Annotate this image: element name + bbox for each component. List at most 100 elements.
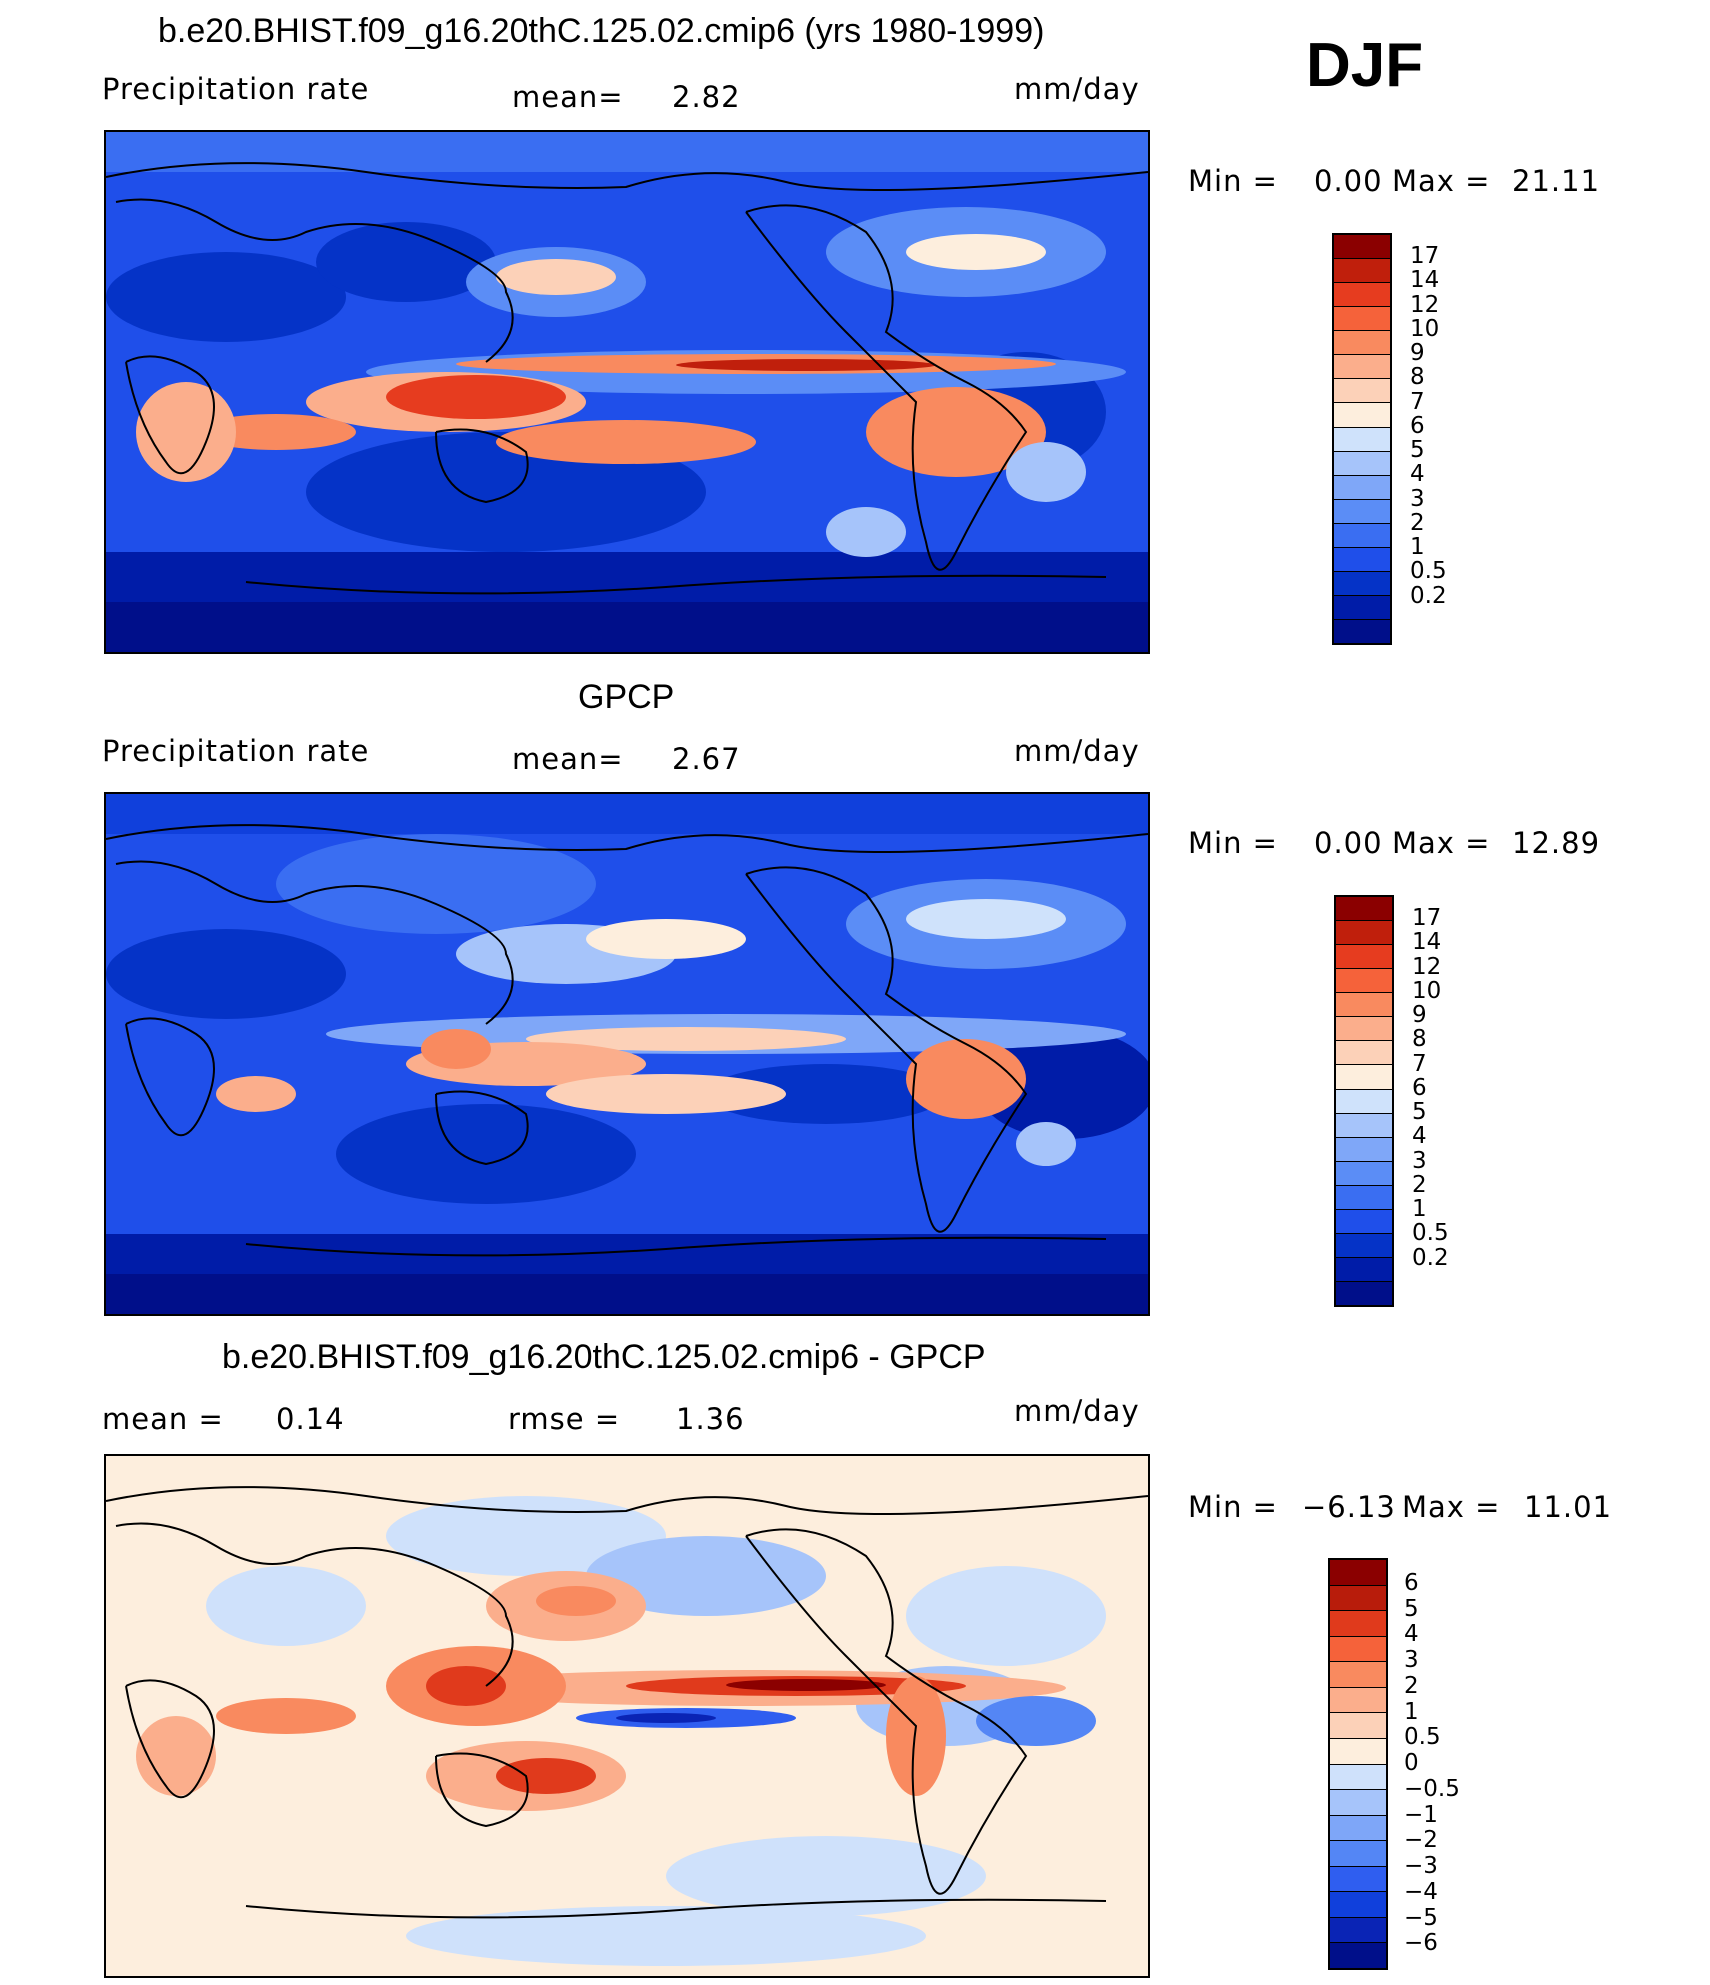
panel-1-variable-label: Precipitation rate xyxy=(102,72,370,106)
colorbar-tick-label: 9 xyxy=(1412,1002,1427,1029)
panel-2-title: GPCP xyxy=(578,678,675,716)
panel-3-title: b.e20.BHIST.f09_g16.20thC.125.02.cmip6 -… xyxy=(222,1338,986,1376)
colorbar-tick-label: 2 xyxy=(1412,1171,1427,1198)
colorbar-swatch xyxy=(1330,1713,1386,1739)
colorbar-swatch xyxy=(1334,331,1390,356)
colorbar-swatch xyxy=(1334,307,1390,332)
colorbar-swatch xyxy=(1330,1917,1386,1944)
panel-3-mean-value: 0.14 xyxy=(276,1402,345,1436)
colorbar-swatch xyxy=(1336,1257,1392,1282)
colorbar-tick-label: 8 xyxy=(1412,1026,1427,1053)
colorbar-tick-label: 1 xyxy=(1410,534,1425,561)
colorbar-tick-label: −5 xyxy=(1404,1904,1438,1931)
colorbar-swatch xyxy=(1336,1209,1392,1234)
colorbar-tick-label: 5 xyxy=(1404,1595,1419,1622)
colorbar-swatch xyxy=(1334,427,1390,452)
colorbar-swatch xyxy=(1334,475,1390,500)
colorbar-tick-label: 2 xyxy=(1404,1672,1419,1699)
colorbar-tick-label: 3 xyxy=(1412,1147,1427,1174)
colorbar-tick-label: 5 xyxy=(1412,1099,1427,1126)
panel-2-min-value: 0.00 xyxy=(1314,826,1383,860)
colorbar-tick-label: −0.5 xyxy=(1404,1775,1460,1802)
colorbar-swatch xyxy=(1330,1560,1386,1586)
colorbar-swatch xyxy=(1336,1161,1392,1186)
panel-1-units: mm/day xyxy=(1014,72,1140,106)
panel-2-mean-value: 2.67 xyxy=(672,742,741,776)
colorbar-tick-label: 7 xyxy=(1410,388,1425,415)
panel-2-max-label: Max = xyxy=(1392,826,1491,860)
colorbar-tick-label: 6 xyxy=(1404,1569,1419,1596)
colorbar-tick-label: 0.2 xyxy=(1410,582,1447,609)
panel-1-min-label: Min = xyxy=(1188,164,1278,198)
colorbar-swatch xyxy=(1334,451,1390,476)
panel-3-colorbar xyxy=(1328,1558,1388,1970)
colorbar-swatch xyxy=(1336,1113,1392,1138)
colorbar-tick-label: 17 xyxy=(1410,243,1440,270)
panel-2-colorbar-ticks: 17 14 12 10 9 8 7 6 5 4 3 2 1 0.5 0.2 xyxy=(1412,895,1502,1307)
panel-2-variable-label: Precipitation rate xyxy=(102,734,370,768)
colorbar-swatch xyxy=(1336,1017,1392,1042)
colorbar-tick-label: −6 xyxy=(1404,1930,1438,1957)
panel-2-units: mm/day xyxy=(1014,734,1140,768)
panel-3-map xyxy=(104,1454,1150,1978)
colorbar-tick-label: 5 xyxy=(1410,437,1425,464)
panel-3-units: mm/day xyxy=(1014,1394,1140,1428)
colorbar-swatch xyxy=(1334,523,1390,548)
colorbar-swatch xyxy=(1334,283,1390,308)
colorbar-tick-label: −3 xyxy=(1404,1853,1438,1879)
colorbar-tick-label: 6 xyxy=(1410,412,1425,439)
panel-2-map xyxy=(104,792,1150,1316)
colorbar-swatch xyxy=(1336,1065,1392,1090)
colorbar-swatch xyxy=(1336,945,1392,970)
panel-1-colorbar-ticks: 17 14 12 10 9 8 7 6 5 4 3 2 1 0.5 0.2 xyxy=(1410,233,1500,645)
colorbar-tick-label: 0.2 xyxy=(1412,1244,1449,1271)
colorbar-tick-label: 8 xyxy=(1410,364,1425,391)
colorbar-tick-label: 1 xyxy=(1404,1698,1419,1725)
colorbar-tick-label: 17 xyxy=(1412,905,1442,932)
colorbar-swatch xyxy=(1336,921,1392,946)
colorbar-tick-label: 12 xyxy=(1410,291,1440,318)
colorbar-swatch xyxy=(1334,499,1390,524)
colorbar-tick-label: 2 xyxy=(1410,509,1425,536)
colorbar-tick-label: −2 xyxy=(1404,1827,1438,1854)
colorbar-swatch xyxy=(1336,969,1392,994)
colorbar-tick-label: 12 xyxy=(1412,953,1442,980)
panel-2-max-value: 12.89 xyxy=(1512,826,1601,860)
colorbar-swatch xyxy=(1336,1137,1392,1162)
colorbar-swatch xyxy=(1334,355,1390,380)
panel-3-rmse-label: rmse = xyxy=(508,1402,621,1436)
panel-3-colorbar-ticks: 6 5 4 3 2 1 0.5 0 −0.5 −1 −2 −3 −4 −5 −6 xyxy=(1404,1558,1494,1970)
panel-1-min-value: 0.00 xyxy=(1314,164,1383,198)
colorbar-tick-label: 0 xyxy=(1404,1750,1419,1776)
panel-1-mean-value: 2.82 xyxy=(672,80,741,114)
season-label: DJF xyxy=(1306,31,1424,100)
colorbar-swatch xyxy=(1336,897,1392,922)
colorbar-tick-label: 0.5 xyxy=(1410,558,1447,585)
colorbar-swatch xyxy=(1336,1185,1392,1210)
colorbar-swatch xyxy=(1330,1790,1386,1816)
colorbar-swatch xyxy=(1330,1687,1386,1714)
colorbar-tick-label: 0.5 xyxy=(1404,1724,1441,1751)
colorbar-swatch xyxy=(1334,595,1390,620)
colorbar-swatch xyxy=(1336,1089,1392,1114)
colorbar-swatch xyxy=(1330,1662,1386,1688)
panel-2-colorbar xyxy=(1334,895,1394,1307)
panel-2-mean-label: mean= xyxy=(512,742,624,776)
colorbar-swatch xyxy=(1334,620,1390,644)
colorbar-tick-label: 6 xyxy=(1412,1074,1427,1101)
colorbar-swatch xyxy=(1334,259,1390,284)
panel-1-map xyxy=(104,130,1150,654)
colorbar-swatch xyxy=(1334,547,1390,572)
panel-1-mean-label: mean= xyxy=(512,80,624,114)
colorbar-swatch xyxy=(1334,235,1390,260)
colorbar-tick-label: 9 xyxy=(1410,340,1425,367)
colorbar-swatch xyxy=(1334,379,1390,404)
colorbar-tick-label: 10 xyxy=(1412,977,1442,1004)
colorbar-tick-label: 14 xyxy=(1412,929,1442,956)
panel-3-max-label: Max = xyxy=(1402,1490,1501,1524)
colorbar-swatch xyxy=(1336,1041,1392,1066)
panel-1-title: b.e20.BHIST.f09_g16.20thC.125.02.cmip6 (… xyxy=(158,12,1045,50)
colorbar-swatch xyxy=(1330,1841,1386,1867)
colorbar-tick-label: 0.5 xyxy=(1412,1220,1449,1247)
colorbar-tick-label: 7 xyxy=(1412,1050,1427,1077)
